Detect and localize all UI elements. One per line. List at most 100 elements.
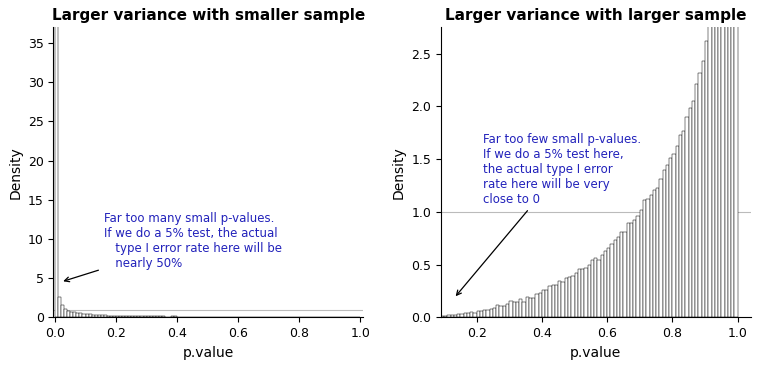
Bar — [656, 188, 660, 317]
Bar — [186, 316, 189, 317]
Bar — [572, 276, 575, 317]
Bar — [506, 304, 509, 317]
Bar — [493, 308, 496, 317]
Bar — [637, 216, 640, 317]
Bar — [519, 299, 522, 317]
Bar — [162, 316, 165, 317]
Bar — [104, 315, 107, 317]
Bar — [539, 293, 542, 317]
Bar — [688, 108, 692, 317]
Bar — [512, 302, 516, 317]
Bar — [650, 195, 653, 317]
Bar — [68, 311, 71, 317]
Title: Larger variance with larger sample: Larger variance with larger sample — [445, 8, 746, 23]
Bar — [205, 316, 208, 317]
Bar — [137, 316, 140, 317]
Bar — [202, 316, 205, 317]
X-axis label: p.value: p.value — [183, 346, 234, 360]
Bar — [128, 316, 131, 317]
Bar — [110, 316, 113, 317]
Bar — [107, 316, 110, 317]
Bar — [715, 0, 718, 317]
Bar — [695, 85, 698, 317]
Bar — [545, 290, 549, 317]
Bar — [86, 314, 89, 317]
Bar — [617, 237, 620, 317]
Bar — [189, 316, 192, 317]
Bar — [490, 309, 493, 317]
Bar — [558, 281, 562, 317]
Bar — [89, 314, 92, 317]
Bar — [516, 302, 519, 317]
Bar — [444, 316, 447, 317]
Bar — [610, 244, 614, 317]
Bar — [177, 316, 180, 317]
Bar — [623, 232, 627, 317]
Bar — [640, 209, 643, 317]
Bar — [535, 294, 539, 317]
Bar — [55, 0, 58, 317]
Title: Larger variance with smaller sample: Larger variance with smaller sample — [52, 8, 365, 23]
Bar — [663, 170, 666, 317]
Bar — [672, 154, 676, 317]
Bar — [735, 0, 738, 317]
Bar — [140, 316, 143, 317]
Bar — [584, 268, 587, 317]
Bar — [562, 282, 565, 317]
Bar — [499, 306, 502, 317]
Bar — [692, 101, 695, 317]
Bar — [95, 315, 98, 317]
Bar — [496, 305, 499, 317]
Bar — [685, 117, 688, 317]
Bar — [474, 313, 477, 317]
Bar — [591, 260, 594, 317]
Bar — [171, 316, 174, 317]
Text: Far too many small p-values.
If we do a 5% test, the actual
   type I error rate: Far too many small p-values. If we do a … — [65, 212, 282, 282]
Bar — [454, 315, 457, 317]
Bar — [74, 312, 77, 317]
Bar — [71, 312, 74, 317]
Bar — [725, 0, 728, 317]
Bar — [119, 316, 122, 317]
Bar — [594, 258, 597, 317]
Bar — [669, 158, 672, 317]
Bar — [581, 269, 584, 317]
Bar — [568, 277, 572, 317]
Bar — [542, 290, 545, 317]
Bar — [721, 0, 725, 317]
Bar — [587, 265, 591, 317]
Bar — [711, 0, 715, 317]
Bar — [529, 298, 532, 317]
Bar — [65, 309, 68, 317]
Bar — [646, 199, 650, 317]
Bar — [607, 248, 610, 317]
Bar — [702, 61, 705, 317]
Bar — [116, 316, 119, 317]
Bar — [705, 41, 708, 317]
Bar — [728, 0, 731, 317]
Bar — [92, 315, 95, 317]
Bar — [597, 260, 600, 317]
Bar — [653, 190, 656, 317]
Bar — [174, 316, 177, 317]
Bar — [61, 305, 65, 317]
Bar — [441, 316, 444, 317]
Bar — [159, 316, 162, 317]
Bar — [122, 316, 125, 317]
Bar — [620, 232, 623, 317]
Bar — [470, 312, 474, 317]
Y-axis label: Density: Density — [392, 146, 405, 199]
Bar — [509, 301, 512, 317]
Bar — [143, 316, 146, 317]
Bar — [153, 316, 156, 317]
Bar — [477, 311, 480, 317]
Bar — [480, 311, 483, 317]
Bar — [731, 0, 735, 317]
Bar — [718, 0, 721, 317]
Bar — [156, 316, 159, 317]
Bar — [146, 316, 150, 317]
Bar — [134, 316, 137, 317]
Bar — [101, 315, 104, 317]
Bar — [113, 316, 116, 317]
Bar — [552, 286, 555, 317]
